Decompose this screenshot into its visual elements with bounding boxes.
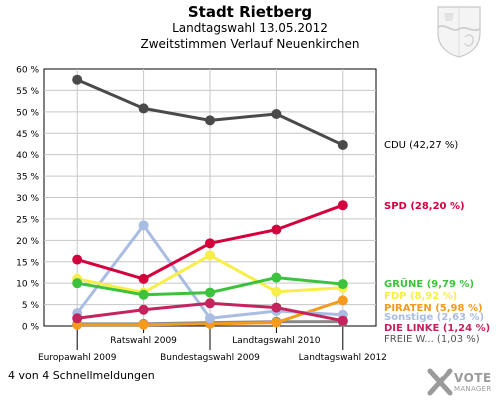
data-point <box>205 298 215 309</box>
y-tick-label: 25 % <box>16 215 39 225</box>
y-tick-label: 15 % <box>16 258 39 268</box>
x-tick-label: Ratswahl 2009 <box>110 336 177 346</box>
data-point <box>138 103 149 114</box>
series-end-label: SPD (28,20 %) <box>384 201 465 212</box>
data-point <box>337 279 348 290</box>
data-point <box>271 224 282 235</box>
y-tick-label: 40 % <box>16 151 39 161</box>
data-point <box>337 139 348 150</box>
chart-title: Stadt Rietberg <box>187 3 313 21</box>
data-point <box>337 295 348 306</box>
votemanager-x-icon <box>427 368 453 396</box>
series-end-label: Sonstige (2,63 %) <box>384 312 484 323</box>
votemanager-logo: VOTE MANAGER <box>427 366 497 398</box>
data-point <box>72 313 83 324</box>
coat-of-arms-icon <box>437 6 481 58</box>
x-tick-label: Europawahl 2009 <box>38 353 117 363</box>
series-end-label: FDP (8,92 %) <box>384 291 457 302</box>
data-point <box>337 315 348 326</box>
x-tick-label: Landtagswahl 2010 <box>232 336 321 346</box>
series-end-label: CDU (42,27 %) <box>384 140 458 151</box>
data-point <box>271 317 282 328</box>
data-point <box>271 286 282 297</box>
data-point <box>205 250 215 261</box>
data-point <box>138 289 149 300</box>
label-layer: FREIE W... (1,03 %) PIRATEN (5,98 %)Sonst… <box>384 140 490 345</box>
data-point <box>72 254 83 265</box>
y-tick-label: 5 % <box>22 301 40 311</box>
axis-layer: 0 % 5 % 10 % 15 % 20 % 25 % 30 % 35 % 40 % 45 % 50… <box>16 66 387 364</box>
data-point <box>271 302 282 313</box>
y-tick-label: 30 % <box>16 194 39 204</box>
data-point <box>205 238 215 249</box>
series-end-label: FREIE W... (1,03 %) <box>384 334 480 345</box>
data-point <box>337 200 348 211</box>
y-tick-label: 0 % <box>22 323 40 333</box>
data-point <box>205 313 215 324</box>
y-tick-label: 10 % <box>16 280 39 290</box>
y-tick-label: 45 % <box>16 130 39 140</box>
data-point <box>205 287 215 298</box>
y-tick-label: 60 % <box>16 66 39 76</box>
y-tick-label: 55 % <box>16 87 39 97</box>
series-end-label: GRÜNE (9,79 %) <box>384 276 474 290</box>
data-point <box>271 272 282 283</box>
data-point <box>205 115 215 126</box>
data-point <box>138 319 149 330</box>
y-tick-label: 35 % <box>16 173 39 183</box>
data-point <box>72 278 83 289</box>
x-tick-label: Bundestagswahl 2009 <box>160 353 260 363</box>
data-point <box>271 108 282 119</box>
y-tick-label: 20 % <box>16 237 39 247</box>
logo-text-manager: MANAGER <box>454 385 492 393</box>
data-point <box>138 304 149 315</box>
y-tick-label: 50 % <box>16 108 39 118</box>
logo-text-vote: VOTE <box>454 371 492 385</box>
chart-subtitle: Landtagswahl 13.05.2012 <box>172 21 328 35</box>
x-tick-label: Landtagswahl 2012 <box>299 353 387 363</box>
chart-subtitle-2: Zweitstimmen Verlauf Neuenkirchen <box>140 37 360 51</box>
series-end-label: PIRATEN (5,98 %) <box>384 303 483 314</box>
series-end-label: DIE LINKE (1,24 %) <box>384 323 490 334</box>
footer-note: 4 von 4 Schnellmeldungen <box>8 369 155 382</box>
data-point <box>138 273 149 284</box>
series-layer <box>72 74 348 330</box>
data-point <box>72 74 83 85</box>
data-point <box>138 220 149 231</box>
